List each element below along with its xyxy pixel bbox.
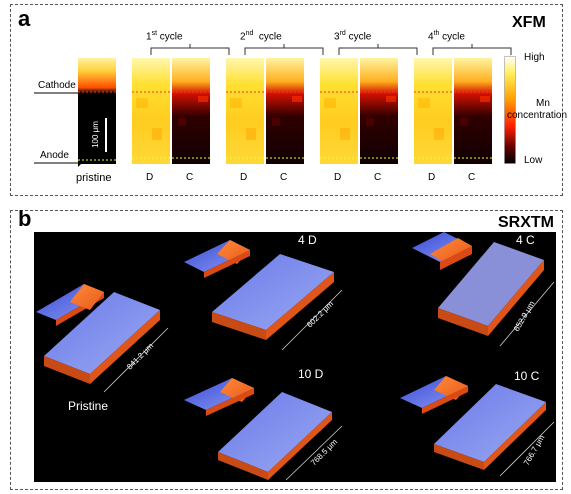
panel-b-frame [10,210,563,490]
xfm-pristine-map [78,58,116,164]
cycle-word: cycle [345,31,372,43]
cycle-title: 3rd cycle [334,30,371,42]
4c-label: 4 C [516,233,535,247]
panel-a-letter: a [18,6,31,31]
cycle-suffix: nd [245,30,254,37]
cycle-suffix: th [433,30,440,37]
srxtm-render-area: Pristine 841.2 μm 4 D 602.2 μm 4 C 652.9… [34,232,556,482]
cycle-word: cycle [157,31,183,43]
anode-label: Anode [40,150,69,161]
xfm-map-discharge [132,58,170,164]
10d-dim: 768.5 μm [309,437,339,467]
cycle-word: cycle [439,31,465,43]
map-label-c: C [280,172,288,183]
anode-arrow [34,159,82,167]
map-label-c: C [186,172,194,183]
4d-dim: 602.2 μm [305,299,335,329]
map-label-d: D [428,172,436,183]
xfm-map-charge [172,58,210,164]
xfm-map-discharge [226,58,264,164]
cycle-number: 1 [146,31,152,43]
map-label-d: D [334,172,342,183]
scale-bar [105,118,107,152]
cycle-bracket [338,44,418,55]
panel-b-letter: b [18,206,32,231]
cathode-arrow [34,89,82,97]
10d-label: 10 D [298,367,324,381]
cycle-number: 4 [428,31,434,43]
cycle-word: cycle [253,31,282,43]
pristine-label: pristine [76,172,112,184]
map-label-d: D [146,172,154,183]
map-label-d: D [240,172,248,183]
panel-a-frame [10,4,563,196]
cycle-bracket [150,44,230,55]
4c-dim: 652.9 μm [512,299,537,333]
xfm-map-charge [266,58,304,164]
cycle-title: 2nd cycle [240,30,282,42]
cycle-bracket [432,44,512,55]
cycle-title: 4th cycle [428,30,465,42]
4d-group [184,240,343,351]
10c-label: 10 C [514,369,540,383]
colorbar-low: Low [524,155,543,166]
panel-a-title: XFM [512,14,546,31]
colorbar [504,56,516,164]
cycle-bracket [244,44,324,55]
scale-bar-label: 100 μm [90,121,100,148]
cycle-title: 1st cycle [146,30,183,42]
cathode-label: Cathode [38,80,76,91]
4c-group [412,232,555,347]
map-label-c: C [468,172,476,183]
xfm-map-charge [454,58,492,164]
colorbar-high: High [524,52,545,63]
map-label-c: C [374,172,382,183]
colorbar-label-1: Mn [536,98,550,109]
pristine-label: Pristine [68,399,108,413]
panel-b-title: SRXTM [498,214,554,231]
10d-group [184,378,343,481]
xfm-map-charge [360,58,398,164]
cycle-suffix: st [151,30,158,37]
cycle-number: 3 [334,31,340,43]
pristine-group [36,284,169,393]
srxtm-scene: Pristine 841.2 μm 4 D 602.2 μm 4 C 652.9… [36,232,555,481]
cycle-suffix: rd [339,30,346,37]
colorbar-label-2: concentration [507,110,568,121]
xfm-map-discharge [414,58,452,164]
10c-group [400,376,555,477]
xfm-map-discharge [320,58,358,164]
cycle-number: 2 [240,31,246,43]
4d-label: 4 D [298,233,317,247]
